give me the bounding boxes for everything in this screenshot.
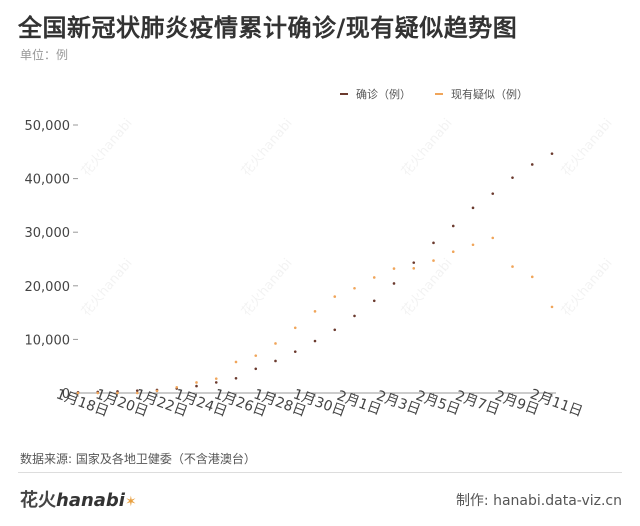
point-confirmed xyxy=(353,314,356,318)
point-suspected xyxy=(511,265,514,268)
legend: 确诊（例） 现有疑似（例） xyxy=(340,86,528,102)
watermark-6: 花火hanabi xyxy=(398,255,455,319)
y-tick-label: 50,000 xyxy=(25,119,71,134)
legend-swatch-suspected xyxy=(435,93,443,95)
watermark-layer: 花火hanabi 花火hanabi 花火hanabi 花火hanabi 花火hanabi… xyxy=(78,115,615,319)
logo-en: hanabi xyxy=(56,490,125,511)
point-suspected xyxy=(313,310,317,313)
y-tick-label: 10,000 xyxy=(25,333,71,348)
legend-swatch-confirmed xyxy=(340,93,348,95)
unit-label: 单位：例 xyxy=(20,48,69,62)
watermark-3: 花火hanabi xyxy=(558,115,615,179)
point-suspected xyxy=(274,342,277,345)
point-suspected xyxy=(214,377,218,380)
point-confirmed xyxy=(530,163,534,166)
point-confirmed xyxy=(274,359,277,363)
x-axis: 1月18日1月20日1月22日1月24日1月26日1月28日1月30日2月1日2… xyxy=(54,386,585,420)
point-confirmed xyxy=(293,350,297,353)
footer-divider xyxy=(18,472,622,473)
point-suspected xyxy=(234,360,238,364)
data-source: 数据来源: 国家及各地卫健委（不含港澳台） xyxy=(20,452,256,466)
point-suspected xyxy=(530,275,534,279)
point-suspected xyxy=(254,354,258,357)
y-tick-label: 30,000 xyxy=(25,226,71,241)
point-confirmed xyxy=(392,282,396,285)
brand-logo: 花火hanabi✶ xyxy=(20,486,137,512)
legend-label-confirmed: 确诊（例） xyxy=(356,88,411,101)
watermark-0: 花火hanabi xyxy=(78,115,135,179)
point-suspected xyxy=(392,267,396,270)
point-suspected xyxy=(451,250,455,254)
y-tick-label: 20,000 xyxy=(25,280,71,295)
point-confirmed xyxy=(333,328,337,332)
point-suspected xyxy=(471,243,475,247)
point-suspected xyxy=(412,267,416,270)
point-suspected xyxy=(76,391,80,395)
point-confirmed xyxy=(313,339,317,343)
point-confirmed xyxy=(254,367,258,371)
point-confirmed xyxy=(372,299,376,303)
point-suspected xyxy=(432,259,435,262)
watermark-4: 花火hanabi xyxy=(78,255,135,319)
chart-title: 全国新冠状肺炎疫情累计确诊/现有疑似趋势图 xyxy=(18,14,518,42)
point-suspected xyxy=(116,391,119,395)
point-suspected xyxy=(155,389,159,393)
point-suspected xyxy=(353,286,356,290)
point-suspected xyxy=(372,276,376,279)
spark-icon: ✶ xyxy=(124,494,137,510)
watermark-1: 花火hanabi xyxy=(238,115,295,179)
data-points xyxy=(76,152,554,395)
point-confirmed xyxy=(432,241,435,245)
legend-label-suspected: 现有疑似（例） xyxy=(451,88,528,101)
point-suspected xyxy=(491,236,495,240)
y-axis: 0 10,000 20,000 30,000 40,000 50,000 xyxy=(25,119,556,402)
watermark-7: 花火hanabi xyxy=(558,255,615,319)
watermark-5: 花火hanabi xyxy=(238,255,295,319)
point-suspected xyxy=(333,295,337,298)
point-suspected xyxy=(195,381,198,384)
point-suspected xyxy=(175,385,179,389)
point-confirmed xyxy=(511,176,514,179)
point-confirmed xyxy=(234,376,238,380)
point-confirmed xyxy=(451,224,455,228)
point-confirmed xyxy=(412,261,416,264)
point-confirmed xyxy=(195,384,198,388)
point-suspected xyxy=(96,391,100,395)
point-suspected xyxy=(293,326,297,330)
point-confirmed xyxy=(550,152,554,155)
point-suspected xyxy=(550,305,554,309)
credit-text: 制作: hanabi.data-viz.cn xyxy=(455,493,622,509)
legend-item-suspected[interactable]: 现有疑似（例） xyxy=(435,86,528,102)
watermark-2: 花火hanabi xyxy=(398,115,455,179)
y-tick-label: 40,000 xyxy=(25,173,71,188)
logo-cn: 花火 xyxy=(20,490,56,511)
point-confirmed xyxy=(214,381,218,384)
legend-item-confirmed[interactable]: 确诊（例） xyxy=(340,86,411,102)
y-tick-label: 0 xyxy=(62,387,70,402)
point-confirmed xyxy=(471,206,475,210)
point-suspected xyxy=(135,391,139,395)
point-confirmed xyxy=(135,389,139,392)
point-confirmed xyxy=(491,192,495,195)
